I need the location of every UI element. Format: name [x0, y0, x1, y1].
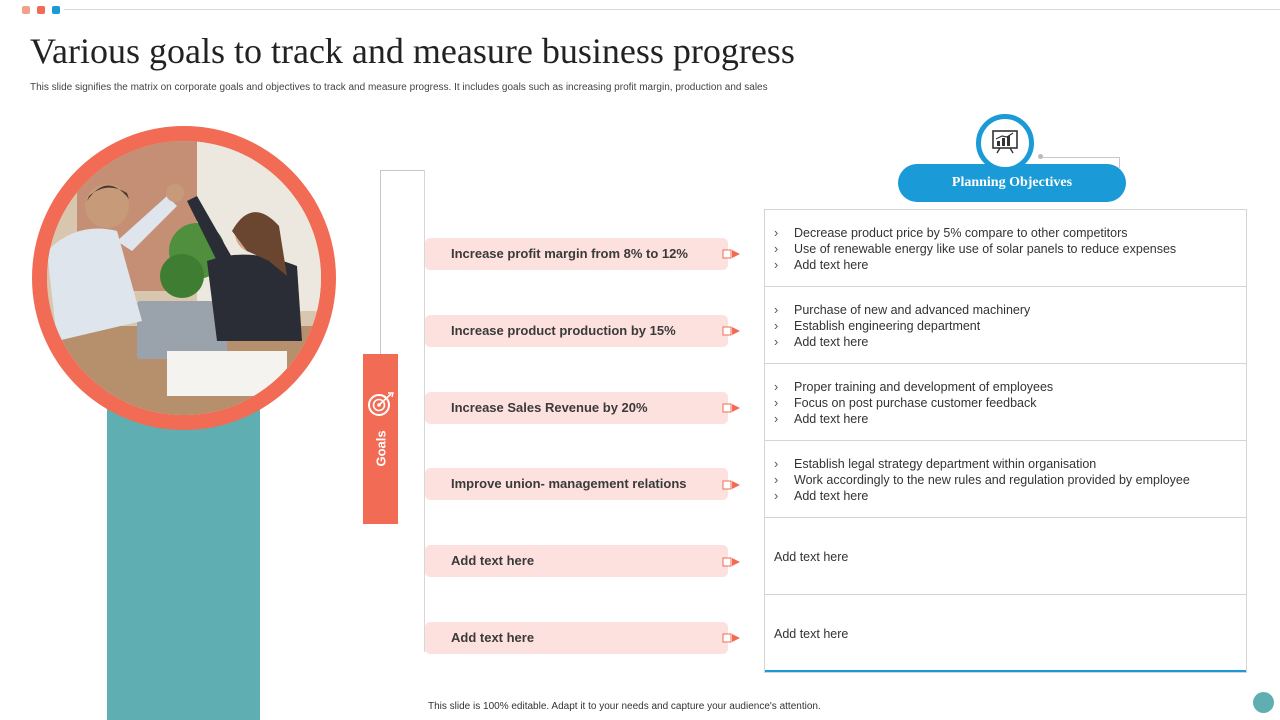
goal-pill: Add text here	[425, 622, 728, 654]
bullet-item: › Work accordingly to the new rules and r…	[774, 472, 1246, 488]
goals-banner	[363, 354, 398, 524]
planning-objectives-heading: Planning Objectives	[898, 164, 1126, 202]
arrow-right-icon	[722, 326, 740, 336]
goal-pill: Increase Sales Revenue by 20%	[425, 392, 728, 424]
chevron-right-icon: ›	[774, 319, 779, 333]
objectives-row: › Purchase of new and advanced machinery …	[765, 287, 1246, 364]
goals-connector	[380, 170, 424, 171]
chevron-right-icon: ›	[774, 412, 779, 426]
bullet-item: › Proper training and development of empl…	[774, 379, 1246, 395]
arrow-right-icon	[722, 403, 740, 413]
bullet-text: Work accordingly to the new rules and re…	[794, 473, 1190, 487]
decor-dot	[22, 6, 30, 14]
objectives-row: Add text here	[765, 518, 1246, 595]
arrow-right-icon	[722, 557, 740, 567]
top-divider	[64, 9, 1280, 10]
chevron-right-icon: ›	[774, 303, 779, 317]
bullet-item: › Focus on post purchase customer feedbac…	[774, 395, 1246, 411]
arrow-right-icon	[722, 633, 740, 643]
decor-dot	[52, 6, 60, 14]
bullet-item: › Establish engineering department	[774, 318, 1246, 334]
bullet-text: Establish legal strategy department with…	[794, 457, 1097, 471]
chevron-right-icon: ›	[774, 473, 779, 487]
placeholder-text: Add text here	[774, 550, 849, 564]
corner-decor-dot	[1253, 692, 1274, 713]
business-people-high-five-photo	[47, 141, 321, 415]
chevron-right-icon: ›	[774, 335, 779, 349]
bullet-item: › Establish legal strategy department wit…	[774, 456, 1246, 472]
arrow-right-icon	[722, 480, 740, 490]
bullet-item: › Add text here	[774, 488, 1246, 504]
page-title: Various goals to track and measure busin…	[30, 31, 795, 71]
chevron-right-icon: ›	[774, 242, 779, 256]
bullet-item: › Add text here	[774, 257, 1246, 273]
bullet-item: › Use of renewable energy like use of sol…	[774, 241, 1246, 257]
footer-note: This slide is 100% editable. Adapt it to…	[428, 701, 821, 712]
objectives-icon-badge	[976, 114, 1034, 172]
bullet-item: › Decrease product price by 5% compare to…	[774, 225, 1246, 241]
objectives-row: › Proper training and development of empl…	[765, 364, 1246, 441]
objectives-row: › Establish legal strategy department wit…	[765, 441, 1246, 518]
bullet-text: Add text here	[794, 489, 869, 503]
chevron-right-icon: ›	[774, 489, 779, 503]
decor-dot	[37, 6, 45, 14]
bullet-item: › Add text here	[774, 411, 1246, 427]
bullet-text: Add text here	[794, 258, 869, 272]
chevron-right-icon: ›	[774, 226, 779, 240]
goal-pill: Increase product production by 15%	[425, 315, 728, 347]
goal-pill: Increase profit margin from 8% to 12%	[425, 238, 728, 270]
objectives-row: › Decrease product price by 5% compare to…	[765, 210, 1246, 287]
placeholder-text: Add text here	[774, 627, 849, 641]
goals-connector	[380, 170, 381, 354]
bullet-text: Use of renewable energy like use of sola…	[794, 242, 1177, 256]
bullet-text: Focus on post purchase customer feedback	[794, 396, 1037, 410]
arrow-right-icon	[722, 249, 740, 259]
chevron-right-icon: ›	[774, 380, 779, 394]
bullet-item: › Purchase of new and advanced machinery	[774, 302, 1246, 318]
objectives-row: Add text here	[765, 595, 1246, 672]
bullet-text: Decrease product price by 5% compare to …	[794, 226, 1128, 240]
connector-dot	[1038, 154, 1043, 159]
teal-decor-bar	[107, 395, 260, 720]
bullet-text: Purchase of new and advanced machinery	[794, 303, 1031, 317]
bullet-text: Establish engineering department	[794, 319, 981, 333]
chevron-right-icon: ›	[774, 258, 779, 272]
goal-pill: Improve union- management relations	[425, 468, 728, 500]
bullet-text: Add text here	[794, 335, 869, 349]
page-subtitle: This slide signifies the matrix on corpo…	[30, 82, 768, 93]
chart-board-icon	[992, 130, 1018, 154]
bullet-item: › Add text here	[774, 334, 1246, 350]
target-icon	[367, 391, 395, 422]
slide-decor-dots	[22, 6, 60, 14]
chevron-right-icon: ›	[774, 396, 779, 410]
bullet-text: Add text here	[794, 412, 869, 426]
chevron-right-icon: ›	[774, 457, 779, 471]
objectives-table: › Decrease product price by 5% compare to…	[764, 209, 1247, 673]
objectives-connector	[1041, 157, 1120, 168]
goals-label: Goals	[373, 430, 389, 467]
bullet-text: Proper training and development of emplo…	[794, 380, 1054, 394]
goals-spine	[424, 170, 425, 652]
goal-pill: Add text here	[425, 545, 728, 577]
